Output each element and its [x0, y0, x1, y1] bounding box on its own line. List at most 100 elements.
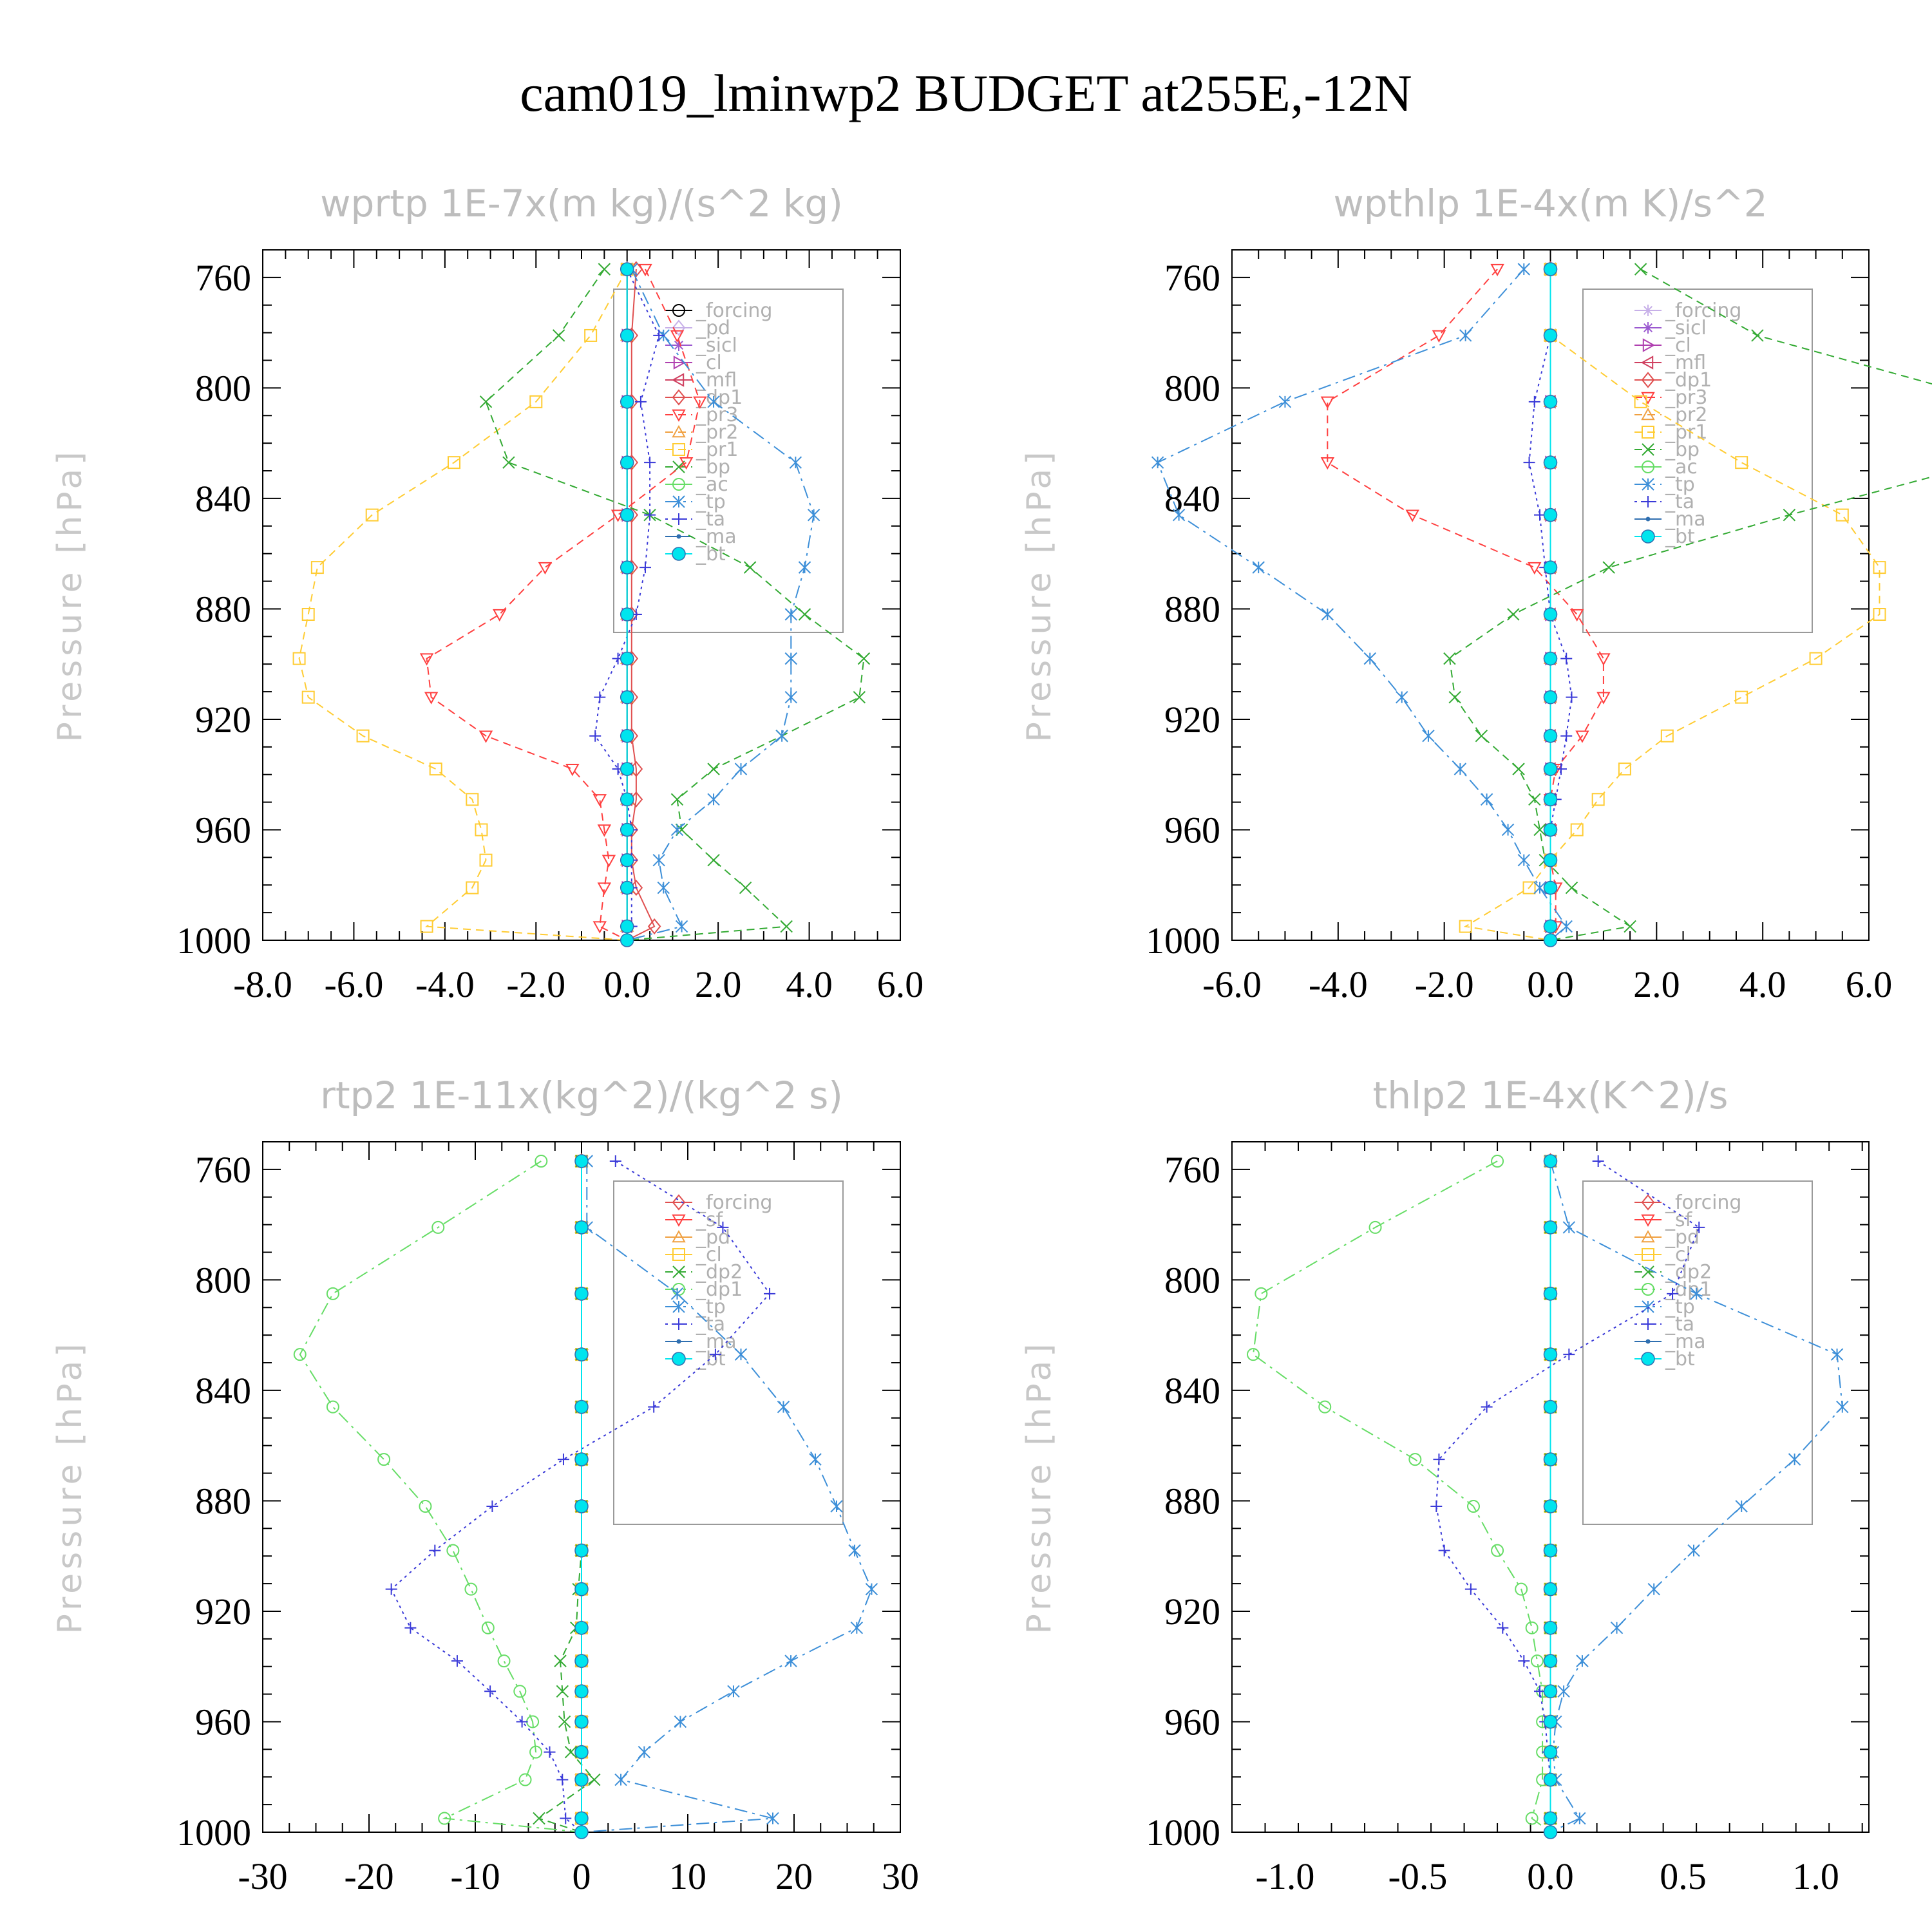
legend-label: _dp1 [1665, 369, 1712, 392]
x-tick-label: -2.0 [1415, 963, 1474, 1005]
legend-label: _pd [696, 317, 730, 339]
legend-entry: _ta [1634, 1313, 1694, 1336]
data-point [1543, 328, 1558, 343]
axis-ticks [1231, 1141, 1869, 1833]
data-point [1543, 919, 1558, 934]
data-point [674, 1715, 687, 1728]
data-point [1634, 395, 1647, 408]
data-point [1517, 263, 1530, 276]
data-point [1562, 1221, 1576, 1234]
legend-label: _pr1 [1665, 421, 1707, 444]
legend-label: _cl [696, 1244, 722, 1266]
legend-entry: _pr3 [665, 404, 738, 426]
data-point [1528, 562, 1542, 575]
x-tick-label: 6.0 [877, 963, 924, 1005]
data-point [707, 395, 720, 408]
data-point [1543, 1714, 1558, 1729]
data-point [620, 853, 634, 867]
data-point [784, 690, 797, 704]
data-point [798, 608, 811, 621]
data-point [365, 508, 379, 522]
legend-label: _tp [1665, 473, 1695, 496]
legend-marker [1642, 460, 1654, 473]
data-point [516, 1716, 528, 1728]
data-point [446, 1544, 460, 1557]
legend-marker [1642, 426, 1654, 439]
data-point [1320, 457, 1335, 470]
data-point [620, 507, 634, 522]
data-point [1543, 1811, 1558, 1826]
data-point [1433, 1454, 1445, 1466]
legend-marker [672, 1265, 685, 1278]
legend-entry: _tp [1634, 473, 1695, 496]
data-point [301, 690, 315, 704]
data-point [301, 608, 315, 621]
data-point [830, 1500, 843, 1513]
data-point [1570, 609, 1584, 622]
legend-label: _ac [1665, 456, 1698, 478]
data-point [1497, 1622, 1509, 1634]
legend-marker [1642, 1283, 1654, 1296]
data-point [1596, 692, 1611, 705]
panel-2: wpthlp 1E-4x(m K)/s^2 Pressure [hPa] 760 80… [1020, 182, 1932, 1005]
data-point [1543, 1287, 1558, 1301]
data-point [497, 1654, 511, 1668]
data-point [653, 329, 665, 341]
data-point [466, 881, 479, 895]
data-point [588, 1773, 601, 1786]
data-point [1543, 607, 1558, 621]
data-point [679, 457, 694, 470]
legend-marker [672, 478, 685, 491]
data-point [743, 561, 757, 574]
data-point [1318, 1400, 1332, 1414]
panels: wprtp 1E-7x(m kg)/(s^2 kg) Pressure [hPa]… [51, 182, 1932, 1897]
y-tick-label: 760 [1164, 1149, 1220, 1191]
data-point [1533, 823, 1546, 837]
legend-entry: _dp2 [1634, 1261, 1712, 1283]
x-tick-label: 30 [882, 1855, 919, 1897]
legend-entry: _sicl [1634, 317, 1707, 339]
data-point [1515, 1582, 1528, 1596]
x-tick-label: -6.0 [1202, 963, 1262, 1005]
data-point [644, 457, 656, 469]
legend-entry: _pr2 [1634, 404, 1707, 426]
data-point [529, 395, 543, 408]
data-point [1660, 729, 1674, 743]
data-point [1454, 762, 1467, 775]
data-point [574, 1347, 589, 1361]
data-point [1543, 933, 1558, 947]
data-point [734, 762, 748, 775]
legend-entry: _dp2 [665, 1261, 743, 1283]
data-point [564, 1745, 578, 1759]
legend-entry: _pr1 [1634, 421, 1707, 444]
axis-ticks [262, 1141, 901, 1833]
data-point [1491, 1544, 1504, 1557]
data-point [614, 1773, 627, 1786]
x-tick-label: -10 [450, 1855, 500, 1897]
x-tick-label: 0.0 [1527, 1855, 1574, 1897]
series-line [298, 269, 628, 941]
data-point [1408, 1453, 1422, 1466]
legend-marker [1641, 407, 1655, 421]
data-point [1368, 1220, 1382, 1234]
y-tick-label: 1000 [1146, 920, 1220, 961]
data-point [326, 1287, 339, 1300]
data-point [609, 1155, 621, 1168]
legend-entry: _tp [1634, 1296, 1695, 1318]
y-tick-label: 880 [1164, 588, 1220, 630]
legend-marker [673, 513, 685, 525]
data-point [1543, 507, 1558, 522]
series-tp [625, 263, 820, 941]
data-point [1507, 608, 1520, 621]
data-point [584, 328, 598, 342]
data-point [594, 691, 606, 703]
data-point [574, 1745, 589, 1759]
data-point [1443, 652, 1456, 665]
legend-marker [1642, 1248, 1654, 1261]
legend-marker [676, 1339, 681, 1344]
panel-4: thlp2 1E-4x(K^2)/s Pressure [hPa] 760 800 84… [1020, 1074, 1870, 1897]
data-point [1618, 762, 1631, 776]
data-point [1602, 561, 1615, 574]
legend-label: _sf [1665, 1209, 1693, 1231]
legend-label: _tp [1665, 1296, 1695, 1318]
